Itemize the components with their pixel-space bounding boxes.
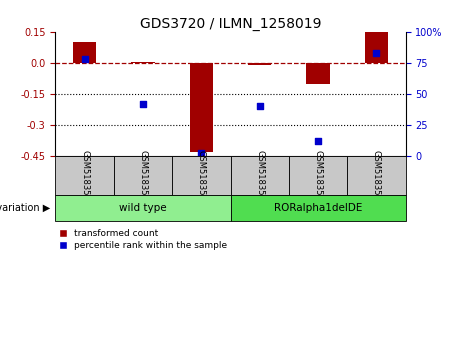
Point [81, 56, 88, 62]
Bar [347, 156, 406, 195]
Text: RORalpha1delDE: RORalpha1delDE [274, 203, 362, 213]
Text: genotype/variation ▶: genotype/variation ▶ [0, 203, 51, 213]
Text: wild type: wild type [119, 203, 167, 213]
Point [373, 50, 380, 56]
Text: GSM518354: GSM518354 [255, 150, 264, 201]
Bar [73, 42, 96, 63]
Point [256, 103, 263, 109]
Bar [230, 156, 289, 195]
Point [314, 138, 322, 144]
Text: GSM518351: GSM518351 [80, 150, 89, 201]
Bar [248, 63, 272, 65]
Text: GSM518355: GSM518355 [313, 150, 323, 201]
Bar [307, 63, 330, 84]
Point [198, 150, 205, 156]
Bar [289, 156, 347, 195]
Text: GSM518356: GSM518356 [372, 150, 381, 201]
Bar [131, 62, 154, 63]
Bar [189, 63, 213, 152]
Text: GSM518353: GSM518353 [197, 150, 206, 201]
Bar [114, 156, 172, 195]
Bar [365, 32, 388, 63]
Legend: transformed count, percentile rank within the sample: transformed count, percentile rank withi… [60, 229, 227, 250]
Bar [55, 156, 114, 195]
Text: GSM518352: GSM518352 [138, 150, 148, 201]
Point [139, 101, 147, 107]
Title: GDS3720 / ILMN_1258019: GDS3720 / ILMN_1258019 [140, 17, 321, 31]
Bar [172, 156, 230, 195]
